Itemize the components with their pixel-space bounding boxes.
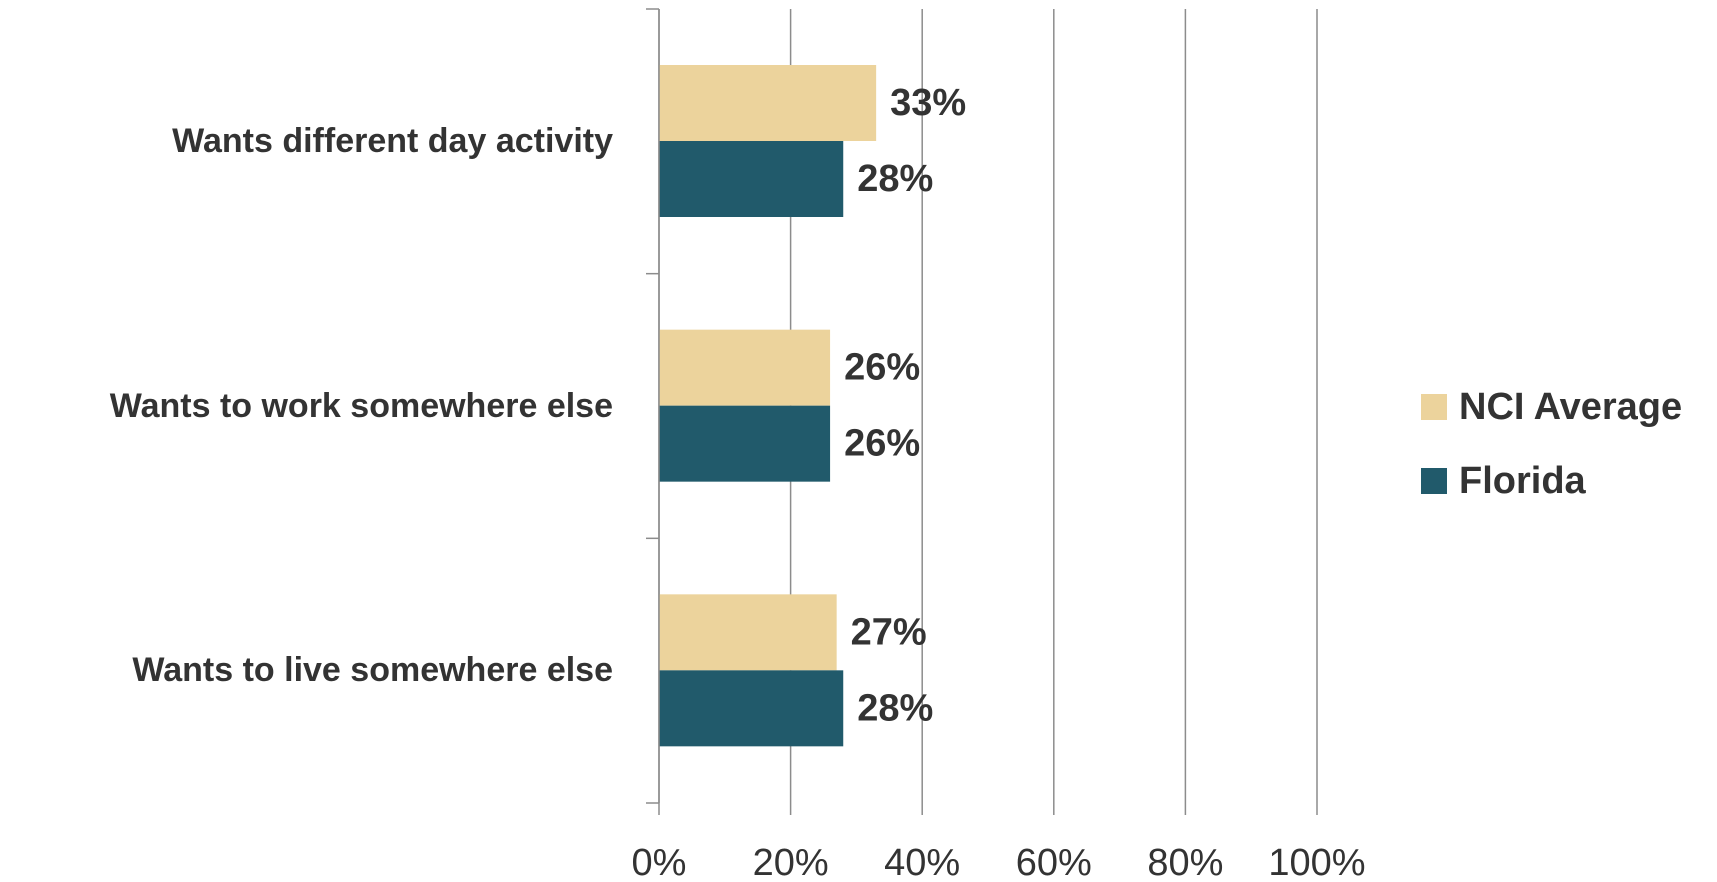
- bar: [659, 594, 837, 671]
- data-label: 28%: [857, 687, 933, 729]
- category-label: Wants different day activity: [172, 122, 613, 160]
- legend-swatch: [1421, 468, 1447, 494]
- bar: [659, 329, 831, 406]
- bar: [659, 405, 831, 482]
- data-label: 26%: [844, 423, 920, 465]
- x-tick-label: 100%: [1268, 842, 1365, 882]
- x-tick-label: 80%: [1147, 842, 1223, 882]
- bar: [659, 65, 877, 141]
- legend-label: NCI Average: [1459, 386, 1682, 428]
- data-label: 26%: [844, 347, 920, 389]
- bar: [659, 670, 844, 747]
- bar: [659, 141, 844, 217]
- x-tick-label: 40%: [884, 842, 960, 882]
- data-label: 28%: [857, 158, 933, 200]
- x-tick-label: 20%: [753, 842, 829, 882]
- data-label: 27%: [851, 611, 927, 653]
- data-label: 33%: [890, 82, 966, 124]
- x-tick-label: 0%: [632, 842, 687, 882]
- category-label: Wants to work somewhere else: [109, 386, 613, 425]
- x-tick-label: 60%: [1016, 842, 1092, 882]
- category-label: Wants to live somewhere else: [132, 651, 613, 690]
- legend-swatch: [1421, 394, 1447, 420]
- legend-label: Florida: [1459, 460, 1587, 502]
